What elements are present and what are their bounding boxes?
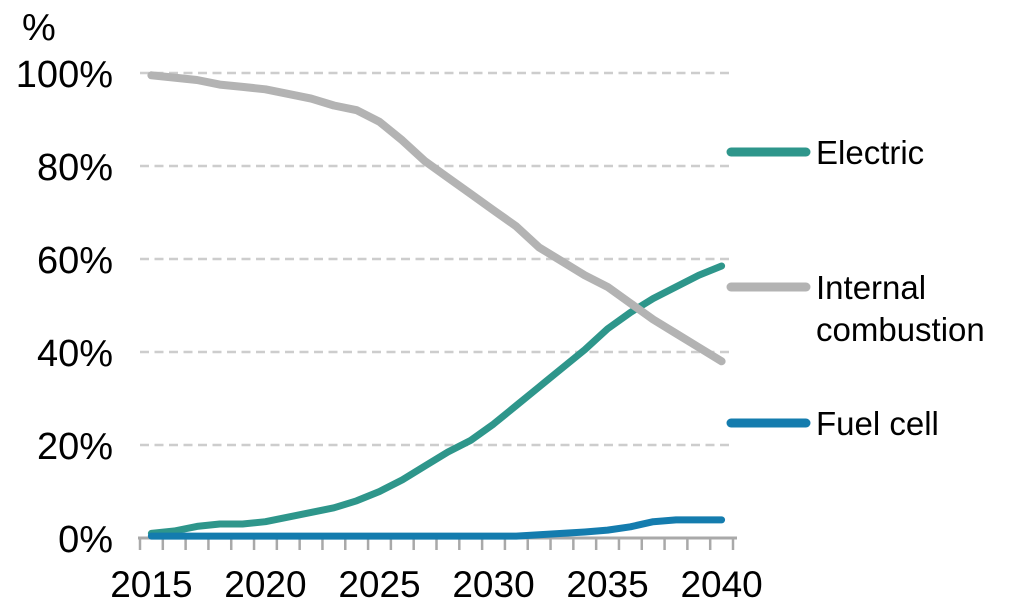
x-axis-label: 2035 [566,564,648,605]
x-axis [138,536,737,550]
y-axis-label: 80% [37,147,113,189]
y-axis-label: 0% [58,519,113,561]
x-axis-label: 2020 [224,564,306,605]
x-axis-label: 2015 [110,564,192,605]
x-axis-label: 2025 [338,564,420,605]
series-line-internal-combustion [147,71,726,366]
x-axis-label: 2030 [452,564,534,605]
x-axis-label: 2040 [680,564,762,605]
legend-label-internal-combustion: combustion [816,311,985,348]
x-axis-labels: 2015 2020 2025 2030 2035 2040 [110,564,763,605]
y-axis-unit-label: % [22,7,56,49]
legend: Electric Internal combustion Fuel cell [726,134,985,442]
gridlines [140,71,733,447]
y-axis-labels: 0% 20% 40% 60% 80% 100% [16,54,113,561]
series-line-fuel-cell [147,516,726,540]
series-lines [147,71,726,540]
legend-label-internal-combustion: Internal [816,269,926,306]
legend-label-electric: Electric [816,134,924,171]
y-axis-label: 100% [16,54,113,96]
y-axis-label: 40% [37,333,113,375]
series-line-electric [147,262,726,537]
y-axis-label: 20% [37,426,113,468]
y-axis-label: 60% [37,240,113,282]
legend-label-fuel-cell: Fuel cell [816,405,939,442]
